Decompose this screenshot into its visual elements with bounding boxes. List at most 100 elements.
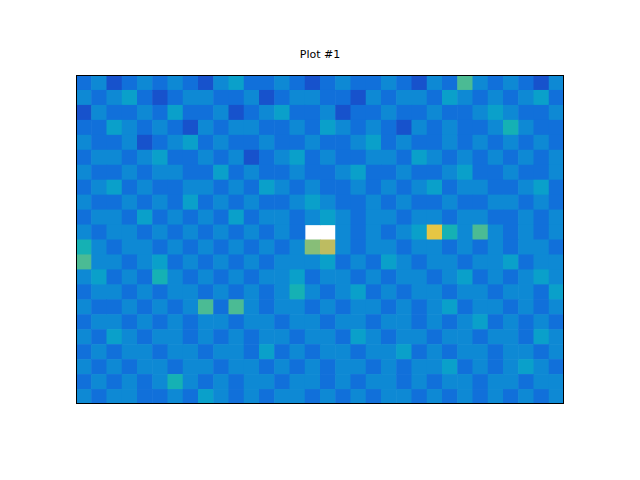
cell xyxy=(91,210,107,226)
cell xyxy=(76,240,92,256)
cell xyxy=(244,210,260,226)
cell xyxy=(259,254,275,270)
cell xyxy=(229,90,245,106)
cell xyxy=(107,210,123,226)
cell xyxy=(473,374,489,390)
cell xyxy=(381,344,397,360)
cell xyxy=(442,165,458,181)
cell xyxy=(213,269,229,285)
cell xyxy=(381,225,397,241)
cell xyxy=(274,240,290,256)
cell xyxy=(183,210,199,226)
cell xyxy=(76,329,92,345)
cell xyxy=(351,374,367,390)
cell xyxy=(412,344,428,360)
cell xyxy=(259,374,275,390)
cell xyxy=(320,284,336,300)
cell xyxy=(229,195,245,211)
cell xyxy=(320,344,336,360)
cell xyxy=(290,135,306,151)
cell xyxy=(244,150,260,166)
cell xyxy=(290,344,306,360)
cell xyxy=(305,150,321,166)
cell xyxy=(305,210,321,226)
cell xyxy=(198,269,214,285)
cell xyxy=(259,180,275,196)
cell xyxy=(229,180,245,196)
cell xyxy=(229,284,245,300)
cell xyxy=(366,180,382,196)
cell xyxy=(549,225,564,241)
cell xyxy=(305,240,321,256)
cell xyxy=(320,150,336,166)
cell xyxy=(473,180,489,196)
cell xyxy=(168,374,184,390)
cell xyxy=(381,329,397,345)
cell xyxy=(152,150,168,166)
cell xyxy=(305,374,321,390)
cell xyxy=(229,210,245,226)
cell xyxy=(503,299,519,315)
cell xyxy=(137,150,153,166)
cell xyxy=(351,359,367,375)
cell xyxy=(488,180,504,196)
cell xyxy=(427,240,443,256)
cell xyxy=(259,329,275,345)
cell xyxy=(91,299,107,315)
cell xyxy=(290,225,306,241)
cell xyxy=(549,90,564,106)
cell xyxy=(351,240,367,256)
cell xyxy=(488,254,504,270)
cell xyxy=(259,90,275,106)
cell xyxy=(366,135,382,151)
cell xyxy=(503,90,519,106)
cell xyxy=(442,135,458,151)
cell xyxy=(518,269,534,285)
cell xyxy=(213,284,229,300)
cell xyxy=(534,299,550,315)
cell xyxy=(503,389,519,404)
cell xyxy=(290,389,306,404)
cell xyxy=(183,195,199,211)
cell xyxy=(76,389,92,404)
cell xyxy=(412,329,428,345)
cell xyxy=(457,284,473,300)
cell xyxy=(473,105,489,121)
cell xyxy=(549,120,564,136)
cell xyxy=(107,344,123,360)
cell xyxy=(412,299,428,315)
cell xyxy=(198,240,214,256)
cell xyxy=(335,389,351,404)
cell xyxy=(381,120,397,136)
cell xyxy=(488,135,504,151)
cell xyxy=(335,75,351,91)
cell xyxy=(503,150,519,166)
cell xyxy=(274,254,290,270)
cell xyxy=(366,105,382,121)
cell xyxy=(183,359,199,375)
cell xyxy=(412,269,428,285)
cell xyxy=(229,120,245,136)
cell xyxy=(259,314,275,330)
cell xyxy=(335,90,351,106)
cell xyxy=(549,284,564,300)
cell xyxy=(168,180,184,196)
cell xyxy=(549,135,564,151)
cell xyxy=(76,105,92,121)
cell xyxy=(244,240,260,256)
cell xyxy=(198,329,214,345)
cell xyxy=(518,75,534,91)
cell xyxy=(351,75,367,91)
cell xyxy=(76,314,92,330)
cell xyxy=(381,389,397,404)
cell xyxy=(229,225,245,241)
cell xyxy=(534,75,550,91)
cell xyxy=(152,254,168,270)
cell xyxy=(396,329,412,345)
cell xyxy=(122,389,138,404)
cell xyxy=(351,150,367,166)
cell xyxy=(335,269,351,285)
cell xyxy=(305,135,321,151)
cell xyxy=(488,150,504,166)
cell xyxy=(137,75,153,91)
